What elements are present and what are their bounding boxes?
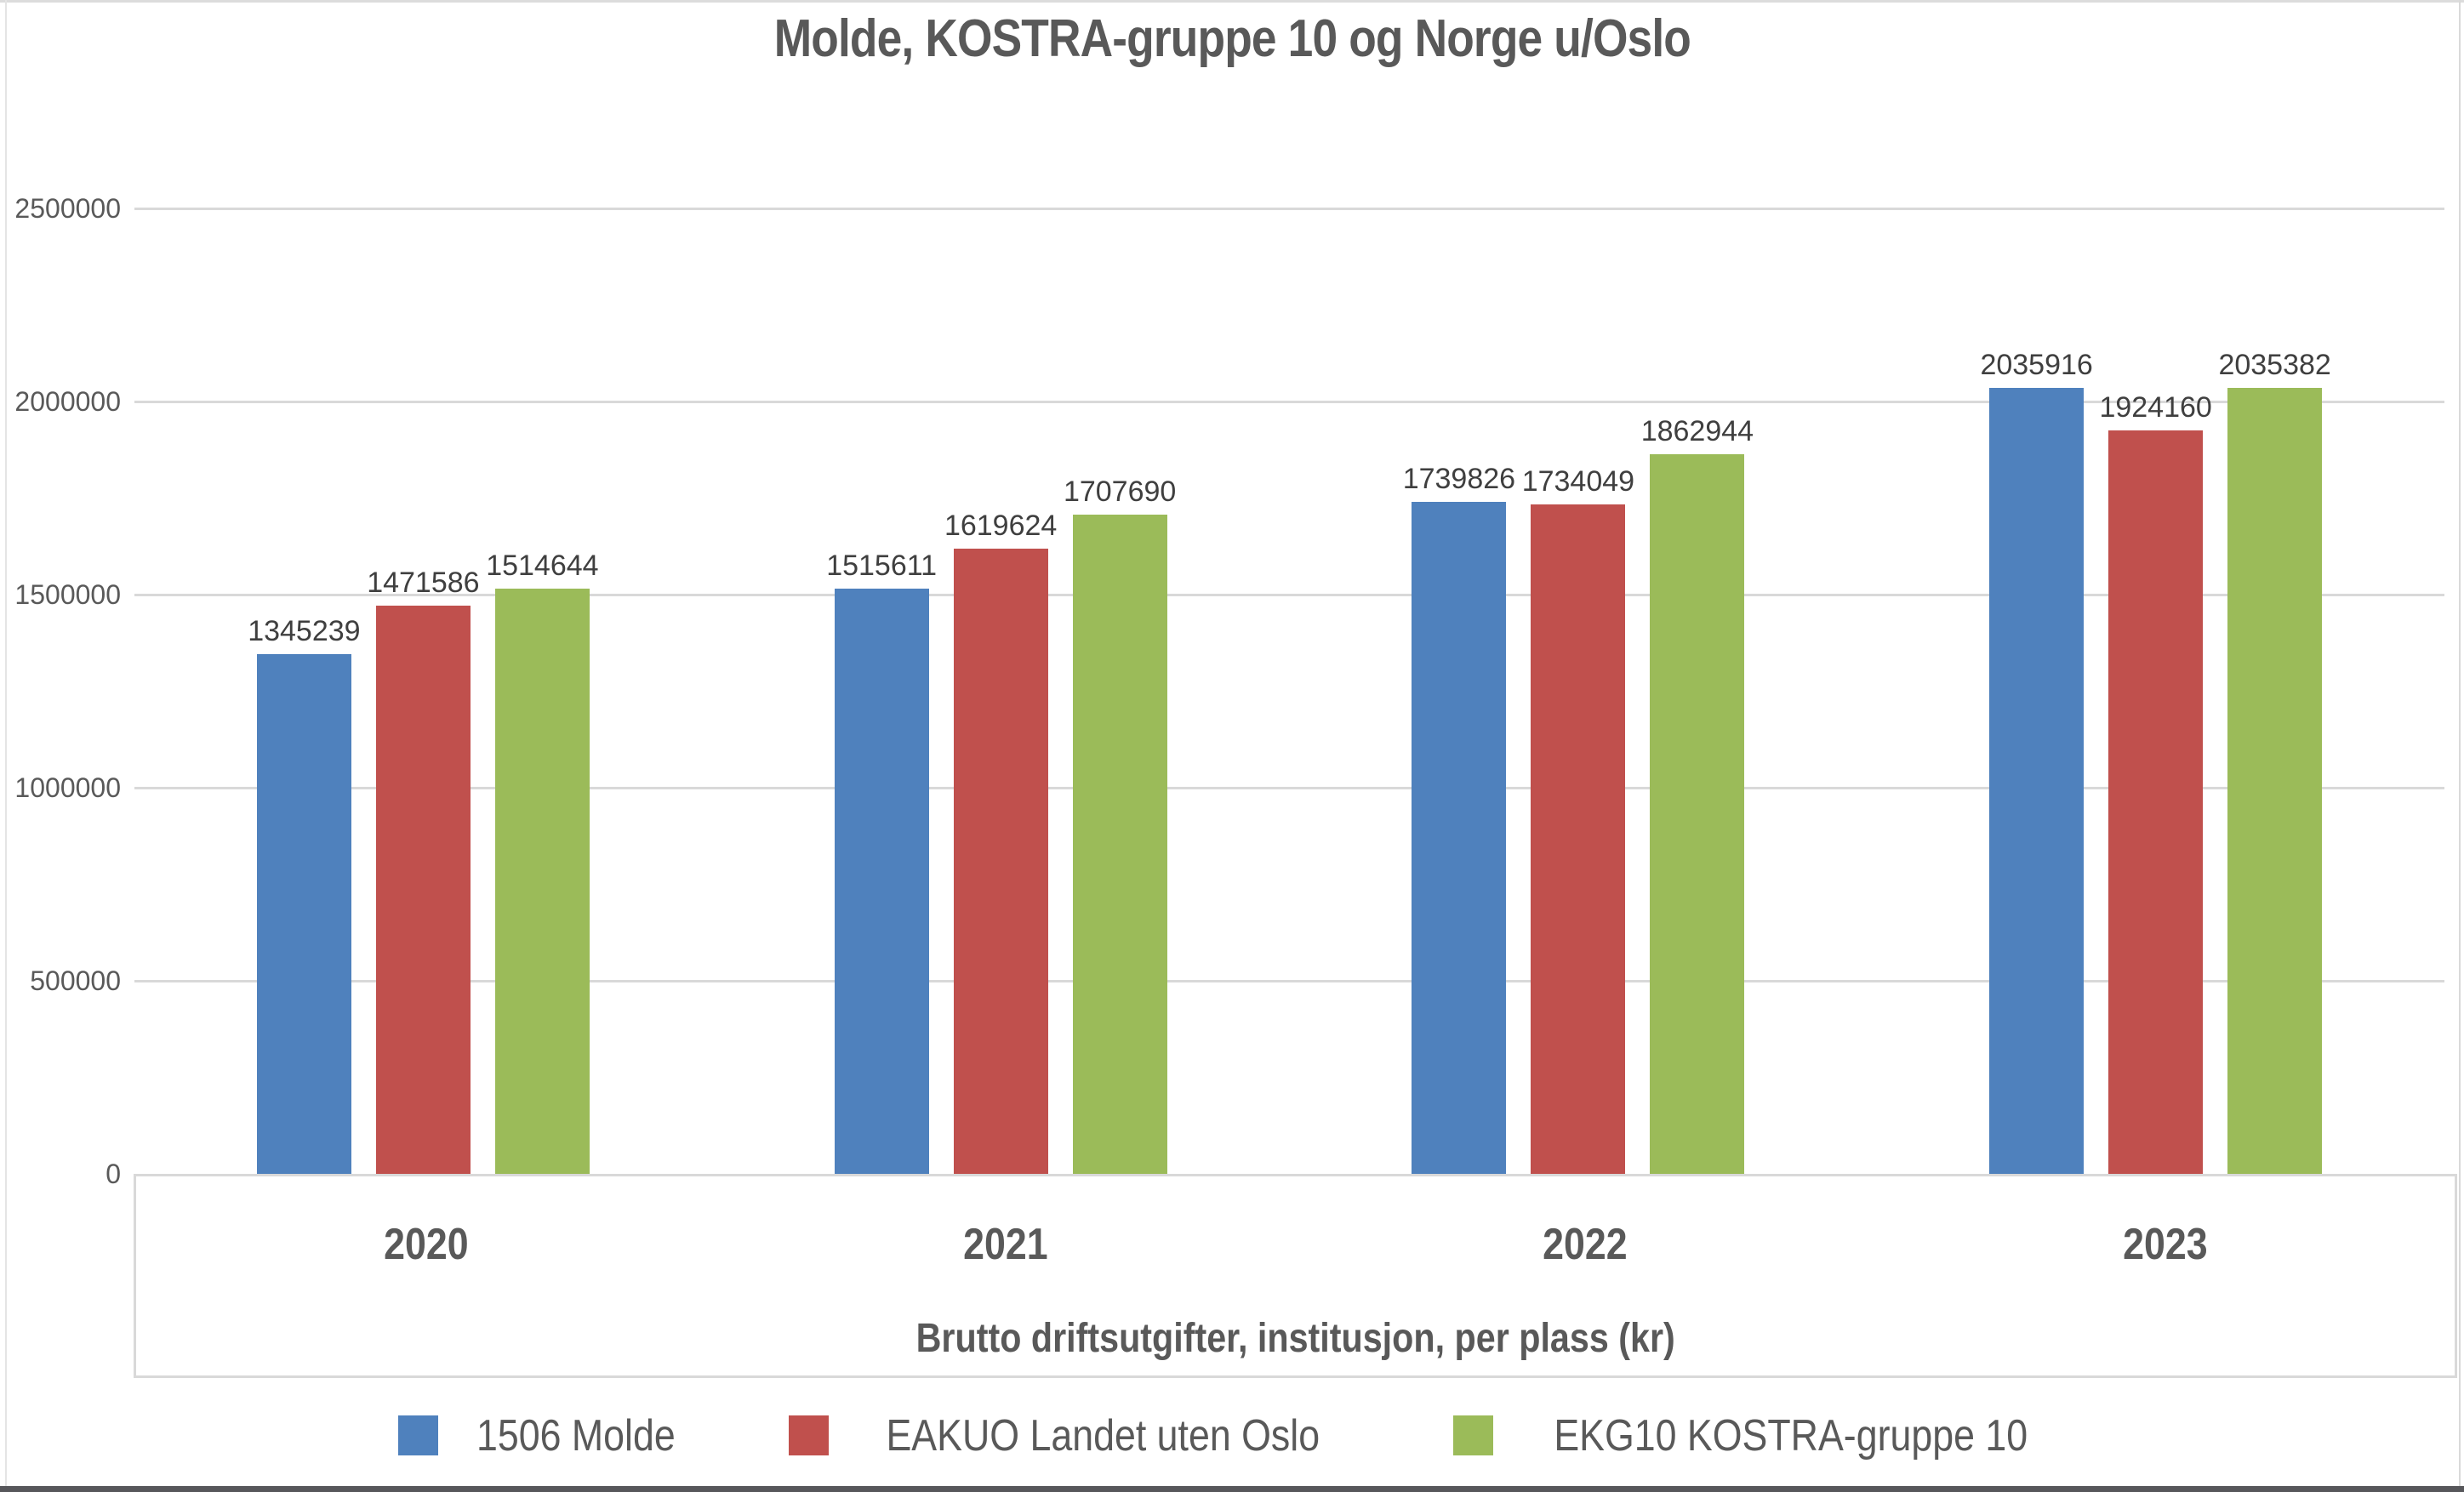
window-left-edge [5, 0, 7, 1486]
bar-column: 1514644 [486, 208, 599, 1174]
bar-value-label: 2035382 [2218, 348, 2331, 381]
bar [1650, 454, 1745, 1174]
bar-value-label: 1619624 [944, 509, 1058, 542]
chart-title-text: Molde, KOSTRA-gruppe 10 og Norge u/Oslo [773, 9, 1691, 68]
bar-group-2021: 1515611 1619624 1707690 [712, 208, 1290, 1174]
legend-item: EAKUO Landet uten Oslo [789, 1410, 1355, 1461]
bar-column: 2035382 [2218, 208, 2331, 1174]
gridline [134, 401, 2444, 403]
bar [375, 605, 471, 1174]
legend-label: 1506 Molde [460, 1410, 692, 1461]
y-axis: 2500000 2000000 1500000 1000000 500000 0 [0, 194, 121, 1188]
legend-swatch-blue [397, 1415, 438, 1455]
bar-value-label: 1515611 [826, 549, 938, 582]
legend: 1506 Molde EAKUO Landet uten Oslo EKG10 … [0, 1399, 2464, 1472]
bar-value-label: 1707690 [1063, 475, 1177, 508]
gridline [134, 594, 2444, 596]
chart-title: Molde, KOSTRA-gruppe 10 og Norge u/Oslo [0, 9, 2464, 69]
bar [2108, 430, 2204, 1174]
bar [1989, 387, 2085, 1174]
bar-value-label: 2035916 [1980, 348, 2093, 381]
legend-item: EKG10 KOSTRA-gruppe 10 [1452, 1410, 2066, 1461]
x-axis-category-label: 2023 [1875, 1176, 2455, 1270]
bar [1072, 514, 1167, 1174]
legend-label-text: EAKUO Landet uten Oslo [886, 1410, 1320, 1461]
bar-column: 1515611 [826, 208, 937, 1174]
legend-label-text: 1506 Molde [476, 1410, 676, 1461]
bar [953, 548, 1048, 1174]
y-axis-tick-label: 0 [106, 1159, 121, 1189]
legend-item: 1506 Molde [397, 1410, 692, 1461]
x-axis-title: Brutto driftsutgifter, institusjon, per … [136, 1315, 2455, 1362]
legend-swatch-red [789, 1415, 830, 1455]
gridline [134, 208, 2444, 210]
x-axis-category-text: 2022 [1543, 1220, 1628, 1269]
bar-column: 1707690 [1064, 208, 1176, 1174]
bar-column: 1862944 [1641, 208, 1754, 1174]
bar-group-2020: 1345239 1471586 1514644 [134, 208, 712, 1174]
x-axis-category-text: 2020 [383, 1220, 469, 1269]
x-axis-category-text: 2023 [2122, 1220, 2208, 1269]
bar-column: 1619624 [944, 208, 1057, 1174]
y-axis-tick-label: 500000 [30, 965, 121, 996]
bar-column: 1739826 [1403, 208, 1515, 1174]
bar [2227, 387, 2323, 1174]
bar [1412, 502, 1507, 1174]
x-axis-category-label: 2021 [716, 1176, 1295, 1270]
x-axis-category-row: 2020 2021 2022 2023 [136, 1176, 2455, 1270]
bar-column: 1734049 [1522, 208, 1634, 1174]
x-axis-category-label: 2022 [1296, 1176, 1875, 1270]
bar-column: 1345239 [248, 208, 361, 1174]
bar-value-label: 1739826 [1402, 463, 1516, 496]
legend-label: EAKUO Landet uten Oslo [851, 1410, 1355, 1461]
bar-group-2023: 2035916 1924160 2035382 [1867, 208, 2444, 1174]
window-right-edge [2459, 0, 2461, 1486]
bar [494, 589, 590, 1174]
bar-column: 2035916 [1980, 208, 2093, 1174]
bar-value-label: 1734049 [1521, 464, 1635, 498]
y-axis-tick-label: 1500000 [14, 579, 121, 610]
bar-value-label: 1862944 [1640, 415, 1754, 448]
bar-group-2022: 1739826 1734049 1862944 [1290, 208, 1868, 1174]
gridline [134, 787, 2444, 789]
legend-label: EKG10 KOSTRA-gruppe 10 [1515, 1410, 2066, 1461]
bar [834, 588, 929, 1174]
bar-value-label: 1471586 [367, 566, 480, 599]
window-top-edge [0, 0, 2464, 3]
bottom-window-edge [0, 1486, 2464, 1492]
y-axis-tick-label: 2000000 [14, 386, 121, 417]
bar [1531, 504, 1626, 1174]
x-axis-category-text: 2021 [963, 1220, 1048, 1269]
y-axis-tick-label: 1000000 [14, 772, 121, 803]
bar-column: 1924160 [2099, 208, 2212, 1174]
legend-swatch-green [1452, 1415, 1493, 1455]
bar-value-label: 1514644 [486, 550, 599, 583]
x-axis-category-label: 2020 [136, 1176, 716, 1270]
gridline [134, 980, 2444, 982]
x-axis-area: 2020 2021 2022 2023 Brutto driftsutgifte… [134, 1174, 2457, 1378]
legend-label-text: EKG10 KOSTRA-gruppe 10 [1554, 1410, 2028, 1461]
y-axis-tick-label: 2500000 [14, 193, 121, 224]
bar-value-label: 1345239 [248, 615, 361, 648]
bar [256, 654, 351, 1174]
bar-value-label: 1924160 [2099, 391, 2212, 424]
plot-area: 1345239 1471586 1514644 1515611 1619624 … [134, 208, 2444, 1174]
bar-column: 1471586 [367, 208, 480, 1174]
x-axis-title-text: Brutto driftsutgifter, institusjon, per … [915, 1316, 1675, 1361]
